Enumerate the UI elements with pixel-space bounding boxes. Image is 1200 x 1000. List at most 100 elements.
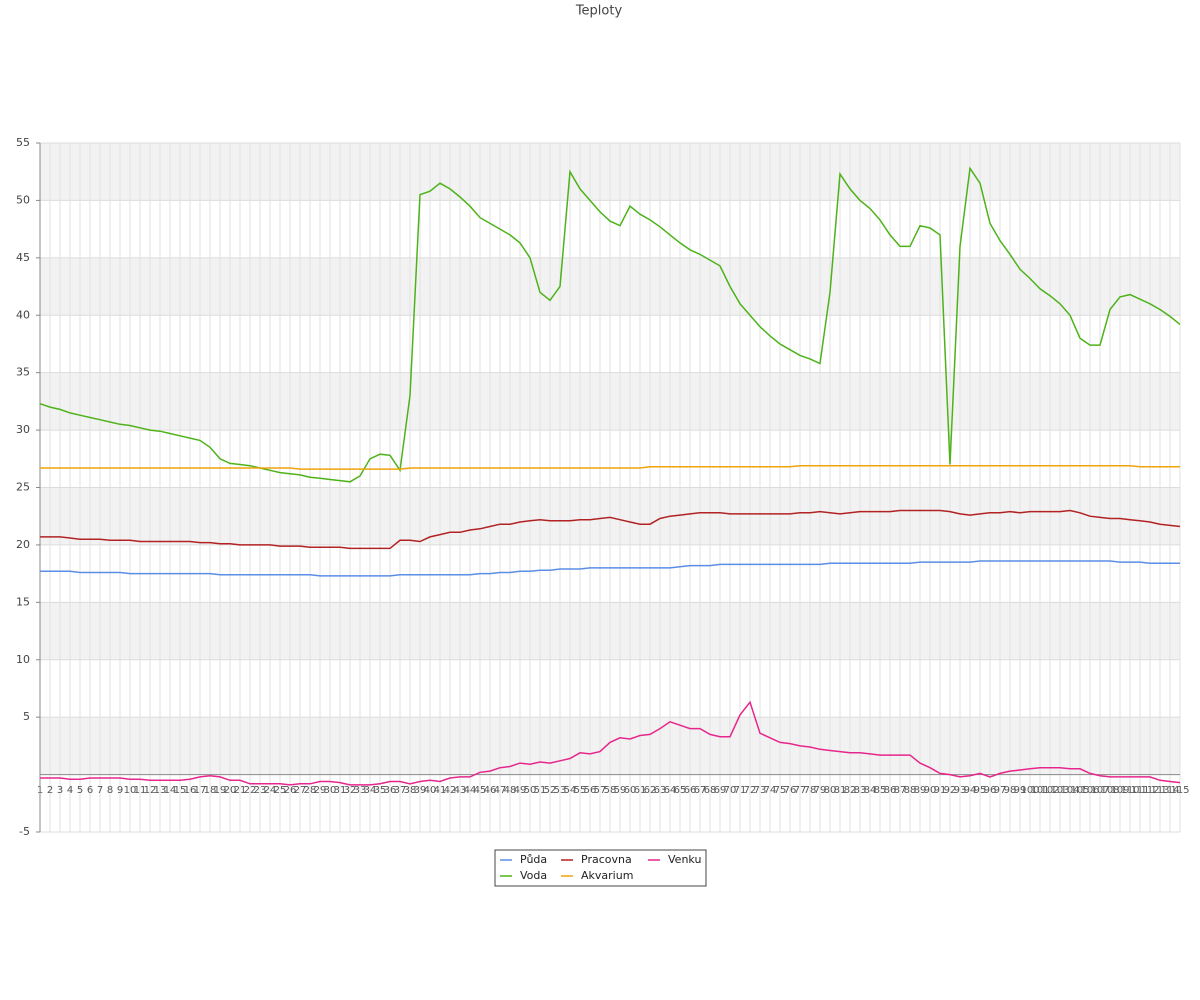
- x-tick-label: 13: [154, 785, 167, 796]
- x-tick-label: 108: [1100, 785, 1119, 796]
- x-tick-label: 22: [244, 785, 257, 796]
- y-tick-label: 10: [16, 653, 30, 666]
- x-tick-label: 66: [684, 785, 697, 796]
- x-tick-label: 16: [184, 785, 197, 796]
- x-tick-label: 2: [47, 785, 53, 796]
- y-tick-label: 45: [16, 251, 30, 264]
- chart-title: Teploty: [575, 4, 623, 19]
- x-tick-label: 110: [1120, 785, 1139, 796]
- x-tick-label: 39: [414, 785, 427, 796]
- x-tick-label: 36: [384, 785, 397, 796]
- x-tick-label: 93: [954, 785, 967, 796]
- y-tick-label: 5: [23, 710, 30, 723]
- x-tick-label: 28: [304, 785, 317, 796]
- x-tick-label: 102: [1040, 785, 1059, 796]
- legend-label: Akvarium: [581, 869, 633, 882]
- x-tick-label: 41: [434, 785, 447, 796]
- x-tick-label: 11: [134, 785, 147, 796]
- x-tick-label: 25: [274, 785, 287, 796]
- x-tick-label: 80: [824, 785, 837, 796]
- y-tick-label: 30: [16, 423, 30, 436]
- x-tick-label: 65: [674, 785, 687, 796]
- x-tick-label: 53: [554, 785, 567, 796]
- x-tick-label: 58: [604, 785, 617, 796]
- x-tick-label: 51: [534, 785, 547, 796]
- x-tick-label: 103: [1050, 785, 1069, 796]
- x-tick-label: 47: [494, 785, 507, 796]
- x-tick-label: 7: [97, 785, 103, 796]
- series-line: [40, 560, 1180, 577]
- x-tick-label: 75: [774, 785, 787, 796]
- x-tick-label: 52: [544, 785, 557, 796]
- series-line: [39, 166, 1181, 483]
- x-tick-label: 73: [754, 785, 767, 796]
- x-tick-label: 3: [57, 785, 63, 796]
- y-tick-label: 20: [16, 538, 30, 551]
- x-tick-label: 21: [234, 785, 247, 796]
- x-tick-label: 46: [484, 785, 497, 796]
- x-tick-label: 115: [1170, 785, 1189, 796]
- x-tick-label: 5: [77, 785, 83, 796]
- x-tick-label: 48: [504, 785, 517, 796]
- x-tick-label: 19: [214, 785, 227, 796]
- x-tick-label: 74: [764, 785, 777, 796]
- x-tick-label: 104: [1060, 785, 1079, 796]
- x-tick-label: 27: [294, 785, 307, 796]
- x-tick-label: 94: [964, 785, 977, 796]
- x-tick-label: 107: [1090, 785, 1109, 796]
- x-tick-label: 20: [224, 785, 237, 796]
- x-tick-label: 44: [464, 785, 477, 796]
- y-tick-label: -5: [19, 825, 30, 838]
- series-line: [40, 464, 1180, 470]
- x-tick-label: 10: [124, 785, 137, 796]
- x-tick-label: 97: [994, 785, 1007, 796]
- x-tick-label: 33: [354, 785, 367, 796]
- x-tick-label: 113: [1150, 785, 1169, 796]
- x-tick-label: 89: [914, 785, 927, 796]
- x-tick-label: 61: [634, 785, 647, 796]
- x-tick-label: 14: [164, 785, 177, 796]
- x-tick-label: 68: [704, 785, 717, 796]
- x-tick-label: 111: [1130, 785, 1149, 796]
- y-tick-label: 25: [16, 481, 30, 494]
- x-tick-label: 64: [664, 785, 677, 796]
- x-tick-label: 35: [374, 785, 387, 796]
- x-tick-label: 77: [794, 785, 807, 796]
- x-tick-label: 26: [284, 785, 297, 796]
- x-tick-label: 8: [107, 785, 113, 796]
- x-tick-label: 59: [614, 785, 627, 796]
- x-tick-label: 114: [1160, 785, 1179, 796]
- y-tick-label: 15: [16, 595, 30, 608]
- x-tick-label: 55: [574, 785, 587, 796]
- x-tick-label: 37: [394, 785, 407, 796]
- x-tick-label: 96: [984, 785, 997, 796]
- x-tick-label: 84: [864, 785, 877, 796]
- x-tick-label: 78: [804, 785, 817, 796]
- x-tick-label: 32: [344, 785, 357, 796]
- x-tick-label: 98: [1004, 785, 1017, 796]
- x-tick-label: 18: [204, 785, 217, 796]
- x-tick-label: 49: [514, 785, 527, 796]
- x-tick-label: 40: [424, 785, 437, 796]
- x-tick-label: 109: [1110, 785, 1129, 796]
- x-tick-label: 87: [894, 785, 907, 796]
- x-tick-label: 63: [654, 785, 667, 796]
- x-tick-label: 54: [564, 785, 577, 796]
- x-tick-label: 29: [314, 785, 327, 796]
- x-tick-label: 100: [1020, 785, 1039, 796]
- series-line: [40, 509, 1181, 550]
- x-tick-label: 69: [714, 785, 727, 796]
- x-tick-label: 106: [1080, 785, 1099, 796]
- y-tick-label: 35: [16, 366, 30, 379]
- x-tick-label: 81: [834, 785, 847, 796]
- x-tick-label: 50: [524, 785, 537, 796]
- x-tick-label: 101: [1030, 785, 1049, 796]
- x-tick-label: 85: [874, 785, 887, 796]
- x-tick-label: 70: [724, 785, 737, 796]
- x-tick-label: 95: [974, 785, 987, 796]
- x-tick-label: 62: [644, 785, 657, 796]
- x-tick-label: 88: [904, 785, 917, 796]
- x-tick-label: 45: [474, 785, 487, 796]
- y-tick-label: 55: [16, 136, 30, 149]
